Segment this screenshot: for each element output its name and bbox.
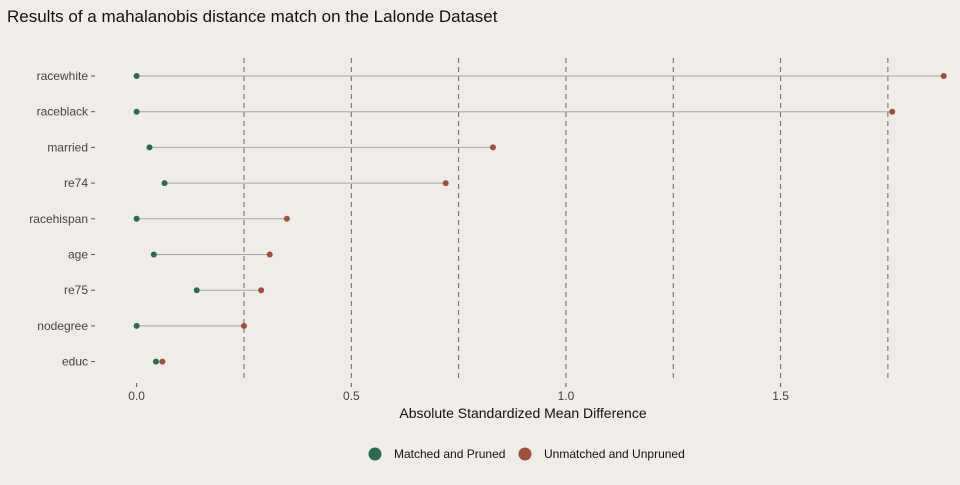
- y-tick-label: nodegree: [37, 319, 88, 333]
- point-unmatched: [889, 108, 896, 115]
- y-axis: racewhite raceblack married re74 racehispan a…: [29, 69, 95, 369]
- point-matched: [150, 251, 157, 258]
- point-matched: [133, 322, 140, 329]
- y-tick-label: re74: [64, 176, 88, 190]
- point-unmatched: [240, 322, 247, 329]
- point-unmatched: [159, 358, 166, 365]
- legend-label: Unmatched and Unpruned: [544, 447, 685, 461]
- connectors: [136, 75, 944, 363]
- legend: Matched and Pruned Unmatched and Unpruned: [368, 447, 685, 461]
- y-tick-label: age: [68, 248, 88, 262]
- y-tick-label: racewhite: [37, 69, 89, 83]
- point-matched: [133, 108, 140, 115]
- y-tick-label: racehispan: [29, 212, 88, 226]
- legend-label: Matched and Pruned: [394, 447, 505, 461]
- point-matched: [133, 215, 140, 222]
- point-unmatched: [489, 144, 496, 151]
- point-unmatched: [940, 73, 947, 79]
- y-tick-label: educ: [62, 355, 88, 369]
- point-matched: [133, 73, 140, 79]
- point-unmatched: [258, 287, 265, 294]
- legend-swatch: [368, 447, 382, 461]
- point-matched: [161, 180, 168, 187]
- x-tick-label: 0.0: [128, 389, 145, 403]
- y-tick-label: re75: [64, 283, 88, 297]
- x-tick-label: 1.5: [772, 389, 789, 403]
- x-axis-label: Absolute Standardized Mean Difference: [399, 405, 646, 421]
- point-matched: [152, 358, 159, 365]
- x-tick-label: 0.5: [343, 389, 360, 403]
- points: [133, 73, 947, 365]
- x-tick-label: 1.0: [558, 389, 575, 403]
- legend-swatch: [518, 447, 532, 461]
- y-tick-label: raceblack: [37, 105, 89, 119]
- y-tick-label: married: [47, 140, 88, 154]
- point-unmatched: [442, 180, 449, 187]
- point-unmatched: [266, 251, 273, 258]
- point-matched: [146, 144, 153, 151]
- point-matched: [193, 287, 200, 294]
- chart-title: Results of a mahalanobis distance match …: [7, 7, 498, 26]
- point-unmatched: [283, 215, 290, 222]
- x-axis: 0.0 0.5 1.0 1.5: [128, 383, 789, 403]
